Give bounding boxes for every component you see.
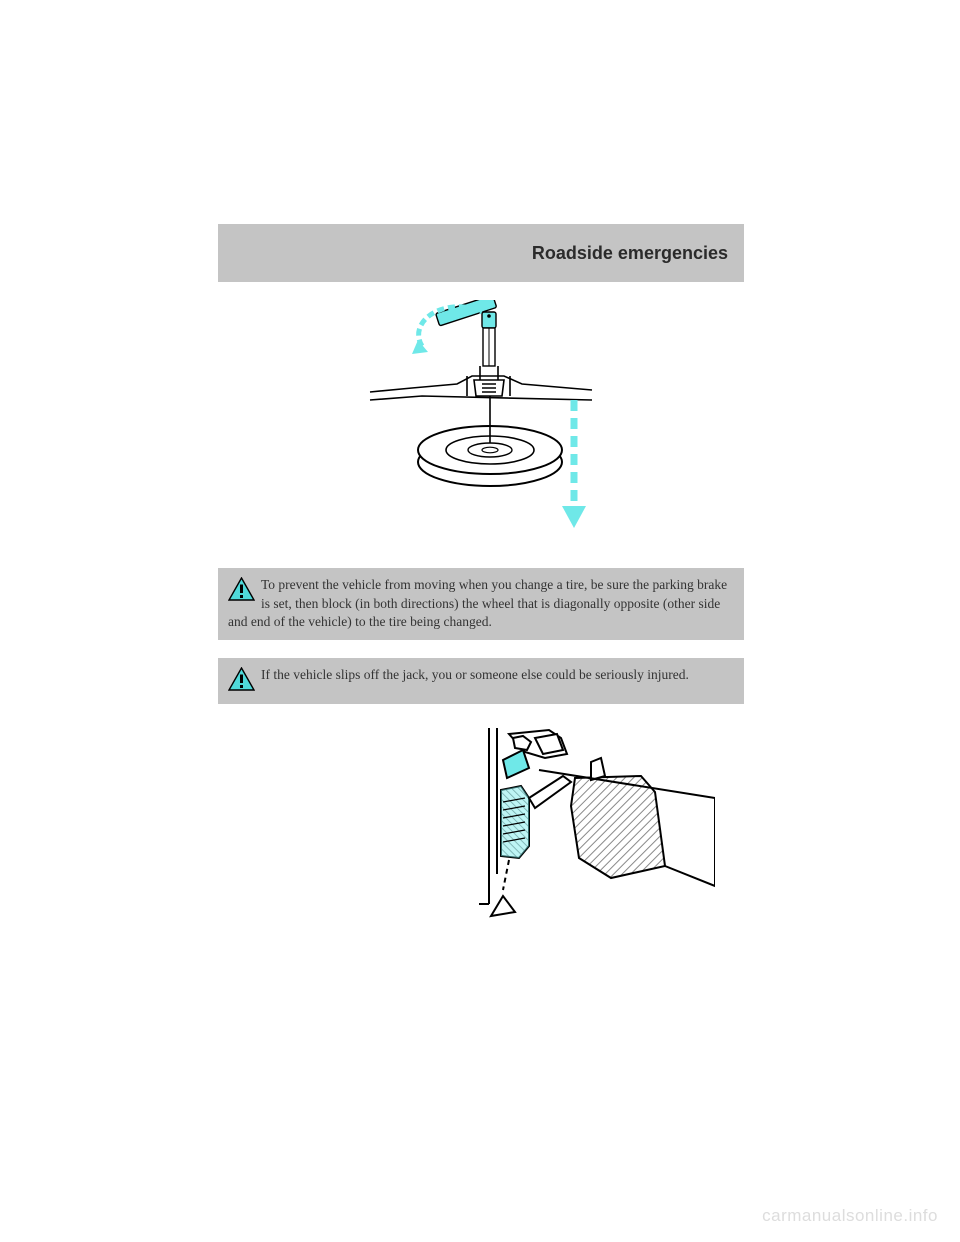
- warning-icon: [228, 577, 255, 607]
- figure-brake-pedal-wrap: [449, 728, 744, 942]
- page-content: Roadside emergencies: [218, 224, 744, 942]
- warning-box-2: If the vehicle slips off the jack, you o…: [218, 658, 744, 704]
- warning-icon: [228, 667, 255, 697]
- warning-text-2: If the vehicle slips off the jack, you o…: [261, 667, 689, 682]
- section-header: Roadside emergencies: [218, 224, 744, 282]
- figure-tire-lowering: [362, 300, 600, 538]
- section-title: Roadside emergencies: [532, 243, 728, 264]
- watermark: carmanualsonline.info: [762, 1206, 938, 1226]
- figure-brake-pedal: [479, 728, 715, 942]
- figure-row: [218, 728, 744, 942]
- warning-text-1: To prevent the vehicle from moving when …: [228, 577, 727, 629]
- warning-box-1: To prevent the vehicle from moving when …: [218, 568, 744, 640]
